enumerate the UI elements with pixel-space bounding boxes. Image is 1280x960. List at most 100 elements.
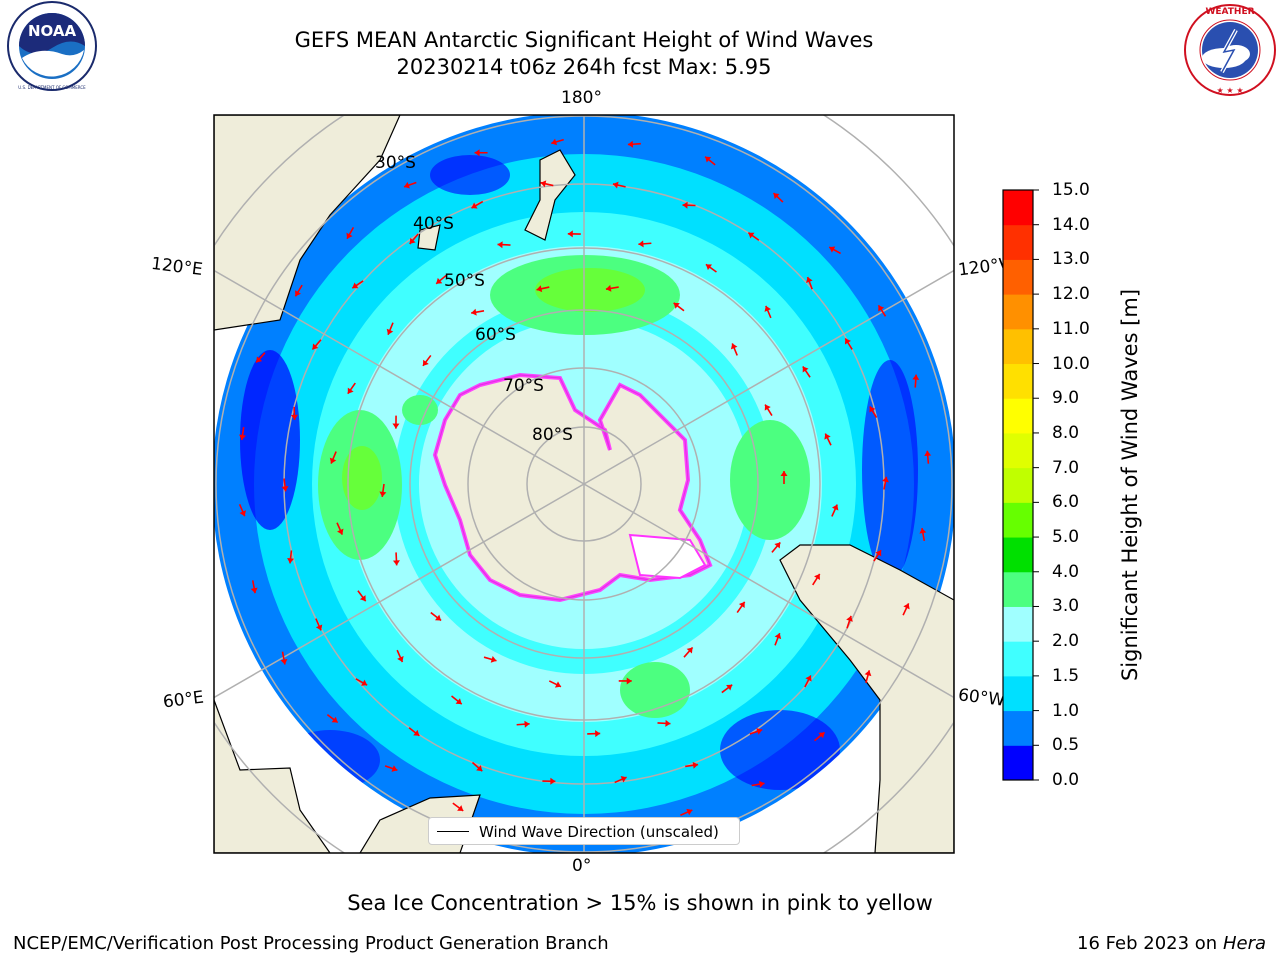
wave-direction-arrowhead: [476, 765, 483, 772]
sea-ice-note: Sea Ice Concentration > 15% is shown in …: [347, 891, 933, 915]
wave-direction-arrowhead: [312, 343, 319, 350]
lat-label-40s: 40°S: [413, 214, 454, 234]
wave-direction-arrowhead: [536, 285, 543, 293]
wave-direction-arrowhead: [524, 720, 530, 728]
wave-direction-arrowhead: [540, 180, 547, 188]
longitude-gridlines: [214, 115, 954, 853]
wave-direction-arrowhead: [805, 675, 812, 682]
legend-line-swatch: [437, 831, 469, 832]
colorbar-tick-label: 15.0: [1052, 180, 1090, 200]
new-zealand: [524, 149, 576, 241]
wave-direction-arrowhead: [392, 560, 400, 566]
colorbar-segment: [1003, 224, 1033, 260]
lat-label-70s: 70°S: [503, 376, 544, 396]
wave-direction-arrowhead: [474, 149, 480, 157]
wave-direction-arrowhead: [239, 510, 246, 517]
wave-direction-arrowhead: [455, 698, 462, 705]
colorbar-tick-label: 7.0: [1052, 457, 1080, 478]
colorbar-tick-label: 3.0: [1052, 596, 1080, 617]
wave-direction-arrowhead: [280, 658, 288, 665]
colorbar-tick-label: 13.0: [1052, 249, 1090, 270]
wave-direction-arrowhead: [824, 433, 831, 440]
wave-direction-arrowhead: [682, 201, 688, 209]
wave-direction-arrowhead: [705, 156, 712, 163]
colorbar-tick-label: 9.0: [1052, 388, 1080, 409]
svg-text:WEATHER: WEATHER: [1205, 7, 1254, 17]
wave-direction-arrowhead: [620, 776, 627, 783]
wave-direction-arrowhead: [692, 761, 699, 769]
wave-direction-arrowhead: [457, 805, 464, 811]
wave-direction-arrowhead: [748, 232, 755, 239]
colorbar-segment: [1003, 571, 1033, 607]
wave-direction-arrowhead: [386, 328, 394, 335]
colorbar-tick-label: 5.0: [1052, 527, 1080, 548]
colorbar-segment: [1003, 363, 1033, 399]
nws-logo: WEATHER ★ ★ ★: [1184, 4, 1276, 96]
colorbar-segment: [1003, 294, 1033, 330]
noaa-logo-text: NOAA: [28, 22, 77, 40]
wave-direction-arrowhead: [471, 308, 477, 316]
colorbar-segment: [1003, 745, 1033, 781]
wave-direction-arrowhead: [347, 387, 354, 394]
lat-label-80s: 80°S: [532, 425, 573, 445]
map-legend: Wind Wave Direction (unscaled): [428, 817, 740, 845]
wave-direction-arrowhead: [404, 181, 410, 189]
map-subtitle: 20230214 t06z 264h fcst Max: 5.95: [396, 55, 772, 79]
colorbar-tick-label: 14.0: [1052, 214, 1090, 235]
wave-direction-arrowhead: [726, 684, 733, 691]
wave-direction-arrowhead: [686, 647, 693, 654]
colorbar-frame: [1002, 189, 1034, 781]
wave-direction-arrowhead: [686, 808, 693, 816]
wave-direction-arrowhead: [626, 677, 632, 685]
colorbar-segment: [1003, 502, 1033, 538]
wave-direction-arrowhead: [337, 528, 344, 535]
wave-direction-arrowhead: [290, 414, 298, 420]
wave-direction-arrowhead: [764, 305, 771, 312]
wave-direction-arrowhead: [397, 656, 404, 663]
wave-direction-arrowhead: [436, 277, 443, 284]
colorbar-tick-label: 6.0: [1052, 492, 1080, 513]
wave-direction-arrowhead: [627, 140, 634, 148]
wave-direction-arrowhead: [846, 615, 853, 622]
wave-direction-arrowhead: [550, 777, 556, 785]
wave-direction-arrowhead: [673, 302, 680, 309]
wave-direction-arrowhead: [864, 670, 872, 677]
map-frame: [213, 114, 955, 854]
wave-direction-arrowhead: [756, 728, 763, 735]
wave-direction-arrowhead: [878, 305, 885, 312]
lat-label-50s: 50°S: [444, 271, 485, 291]
svg-text:U.S. DEPARTMENT OF COMMERCE: U.S. DEPARTMENT OF COMMERCE: [18, 85, 86, 90]
colorbar-segment: [1003, 675, 1033, 712]
wave-direction-arrowhead: [919, 528, 927, 534]
noaa-logo: NOAA U.S. DEPARTMENT OF COMMERCE: [7, 1, 97, 91]
wave-direction-arrowhead: [705, 264, 712, 271]
legend-label: Wind Wave Direction (unscaled): [479, 823, 719, 841]
colorbar-segment: [1003, 710, 1033, 746]
wave-direction-arrowhead: [379, 491, 387, 497]
colorbar-segment: [1003, 641, 1033, 677]
wind-wave-direction-arrows: [238, 138, 932, 831]
wave-direction-arrowhead: [331, 716, 338, 723]
wave-direction-arrowhead: [831, 504, 839, 511]
wave-direction-arrowhead: [346, 232, 353, 239]
wave-direction-arrowhead: [434, 614, 442, 621]
colorbar-segment: [1003, 537, 1033, 573]
colorbar-tick-label: 12.0: [1052, 284, 1090, 305]
svg-text:★ ★ ★: ★ ★ ★: [1216, 86, 1243, 95]
colorbar-segment: [1003, 190, 1033, 226]
wave-direction-arrowhead: [638, 240, 644, 248]
wave-direction-arrowhead: [329, 457, 337, 464]
wave-direction-arrowhead: [758, 780, 765, 788]
lon-label-180: 180°: [561, 88, 602, 108]
colorbar-tick-label: 1.0: [1052, 700, 1080, 721]
wave-direction-arrowhead: [912, 374, 920, 380]
wave-direction-arrowhead: [352, 282, 359, 289]
wave-direction-arrowhead: [612, 181, 619, 189]
wave-direction-arrowhead: [294, 290, 302, 297]
colorbar-segment: [1003, 432, 1033, 469]
wave-direction-arrowhead: [738, 601, 745, 608]
wave-direction-arrowhead: [829, 246, 836, 253]
wave-direction-arrowhead: [595, 730, 601, 738]
wave-direction-arrowhead: [239, 434, 246, 440]
